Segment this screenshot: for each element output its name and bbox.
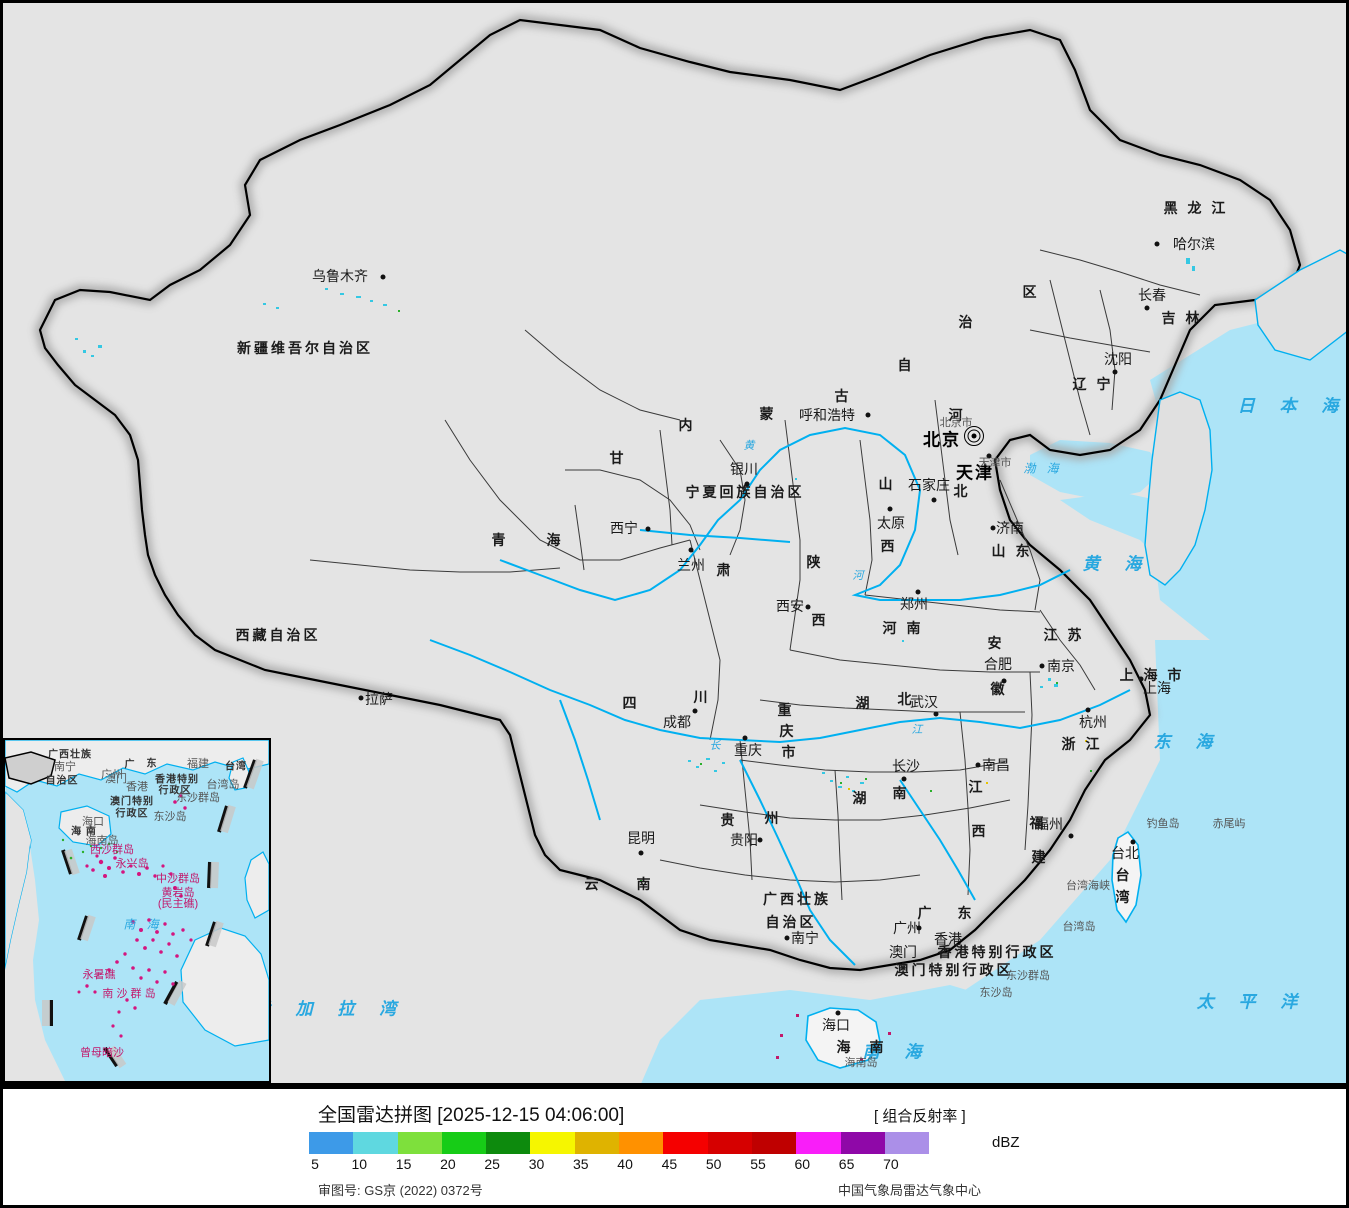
beijing-radar-site-icon[interactable] [964,426,984,446]
city-marker-成都 [692,708,698,714]
map-panel[interactable]: 日 本 海渤 海黄 海东 海太 平 洋南 海孟 加 拉 湾 新疆维吾尔自治区 西藏… [0,0,1349,1086]
city-marker-杭州 [1085,707,1091,713]
city-marker-广州 [916,925,922,931]
radar-echo-pixels [75,258,1195,1061]
city-marker-郑州 [915,589,921,595]
city-marker-昆明 [638,850,644,856]
city-marker-长沙 [901,776,907,782]
colorbar-tick-55: 55 [750,1156,766,1172]
issuing-organization: 中国气象局雷达气象中心 [838,1183,982,1198]
city-marker-兰州 [688,547,694,553]
city-marker-西宁 [645,526,651,532]
colorbar-tick-70: 70 [883,1156,899,1172]
city-marker-合肥 [1001,678,1007,684]
city-marker-南京 [1039,663,1045,669]
map-frame-left [0,0,3,1086]
colorbar-tick-30: 30 [528,1156,545,1172]
colorbar-band-15 [397,1132,442,1154]
city-marker-上海 [1138,676,1144,682]
colorbar-tick-5: 5 [311,1156,319,1172]
colorbar-band-35 [574,1132,620,1154]
map-frame-bottom [0,1083,1349,1086]
city-marker-重庆 [742,735,748,741]
city-marker-贵阳 [757,837,763,843]
city-marker-石家庄 [931,497,937,503]
colorbar-band-45 [663,1132,708,1154]
colorbar-band-65 [840,1132,885,1154]
city-marker-太原 [887,506,893,512]
legend-title: 全国雷达拼图 [2025-12-15 04:06:00] [318,1105,625,1126]
colorbar-tick-60: 60 [794,1156,811,1172]
colorbar-tick-20: 20 [440,1156,456,1172]
city-marker-银川 [744,481,750,487]
colorbar-band-10 [353,1132,398,1154]
colorbar-tick-35: 35 [573,1156,589,1172]
colorbar-band-50 [707,1132,752,1154]
hainan-island [805,1007,881,1069]
colorbar-band-55 [751,1132,797,1154]
colorbar-band-30 [530,1132,575,1154]
colorbar-tick-65: 65 [838,1156,855,1172]
city-marker-西安 [805,604,811,610]
city-marker-济南 [990,525,996,531]
city-marker-台北 [1130,839,1136,845]
city-marker-南宁 [784,935,790,941]
colorbar-tick-50: 50 [705,1156,722,1172]
city-marker-乌鲁木齐 [380,274,386,280]
map-frame-top [0,0,1349,3]
south-china-sea-inset[interactable]: 广西壮族 自治区 南宁广东广州 福建 台湾 台湾岛 香港特别 行政区 澳门特别 行政区 澳门 香港 东沙… [3,738,271,1083]
colorbar-band-40 [619,1132,664,1154]
city-marker-福州 [1068,833,1074,839]
colorbar-band-5 [309,1132,354,1154]
city-marker-天津 [986,453,992,459]
city-marker-海口 [835,1010,841,1016]
map-frame-right [1346,0,1349,1086]
reflectivity-colorbar[interactable] [309,1132,930,1154]
city-marker-沈阳 [1112,369,1118,375]
colorbar-tick-25: 25 [484,1156,500,1172]
colorbar-band-60 [796,1132,841,1154]
rivers [429,426,1131,966]
colorbar-tick-10: 10 [351,1156,368,1172]
colorbar-band-20 [441,1132,487,1154]
colorbar-tick-40: 40 [617,1156,633,1172]
colorbar-tick-15: 15 [395,1156,412,1172]
colorbar-band-70 [884,1132,930,1154]
city-marker-呼和浩特 [865,412,871,418]
colorbar-tick-45: 45 [661,1156,678,1172]
city-marker-拉萨 [358,695,364,701]
city-marker-武汉 [933,711,939,717]
colorbar-unit-label: dBZ [992,1134,1020,1151]
colorbar-band-25 [486,1132,531,1154]
neighbor-land [1144,249,1349,586]
map-approval-number: 审图号: GS京 (2022) 0372号 [318,1183,483,1198]
city-marker-长春 [1144,305,1150,311]
city-marker-哈尔滨 [1154,241,1160,247]
taiwan-island [1111,830,1142,924]
city-marker-南昌 [975,762,981,768]
legend-product-type: [ 组合反射率 ] [874,1108,966,1125]
